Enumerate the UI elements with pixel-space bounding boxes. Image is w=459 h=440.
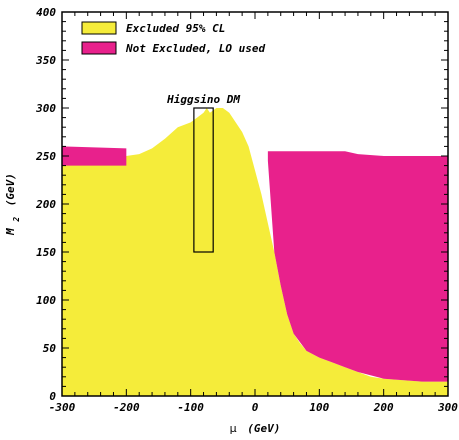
x-tick-label: -100 [177,401,204,414]
legend: Excluded 95% CL Not Excluded, LO used [81,21,265,55]
y-tick-label: 0 [49,390,56,403]
y-tick-label: 300 [35,102,56,115]
x-tick-label: 300 [437,401,458,414]
plot-area: Higgsino DM -300 -200 -100 0 100 200 300 0 50 10… [35,6,458,414]
excluded-region [62,108,448,396]
y-tick-label: 400 [36,6,56,19]
x-axis-unit: (GeV) [247,422,280,435]
legend-label-2: Not Excluded, LO used [125,42,265,55]
annotation-layer: Higgsino DM [166,93,240,253]
y-axis-main: M [4,228,17,236]
y-tick-label: 50 [43,342,57,355]
x-axis-symbol: μ [230,422,237,435]
y-tick-label: 150 [36,246,56,259]
legend-label-1: Excluded 95% CL [126,22,225,35]
y-tick-label: 350 [35,54,56,67]
x-tick-label: 0 [252,401,259,414]
legend-swatch-2 [81,41,117,55]
y-tick-label: 250 [35,150,56,163]
x-tick-label: 100 [309,401,329,414]
y-axis-sub: 2 [12,217,21,223]
annotation-label-1: Higgsino DM [166,93,240,106]
x-tick-label: -300 [49,401,76,414]
not-excluded-region-1 [62,146,127,166]
x-axis-title: μ (GeV) [230,422,281,435]
y-axis-unit: (GeV) [4,173,17,206]
y-axis-title: M 2 (GeV) [4,173,21,236]
y-tick-label: 100 [36,294,56,307]
x-tick-label: 200 [373,401,394,414]
not-excluded-region-2 [267,151,448,382]
legend-swatch-1 [81,21,117,35]
x-axis-ticks: -300 -200 -100 0 100 200 300 [49,12,458,414]
higgsino-dm-box [193,107,214,253]
y-tick-label: 200 [35,198,56,211]
x-tick-label: -200 [113,401,140,414]
y-axis-ticks: 0 50 100 150 200 250 300 350 400 [35,6,448,403]
series-layer [62,108,448,396]
